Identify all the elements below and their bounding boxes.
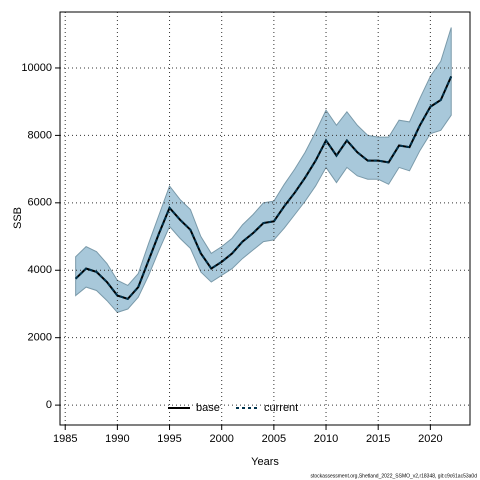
x-tick-label: 1995 xyxy=(157,433,181,445)
y-tick-label: 8000 xyxy=(28,129,52,141)
y-tick-label: 2000 xyxy=(28,332,52,344)
x-tick-label: 2000 xyxy=(209,433,233,445)
legend-label: current xyxy=(264,402,298,414)
y-tick-label: 10000 xyxy=(21,62,52,74)
confidence-band xyxy=(75,27,452,313)
y-axis-label: SSB xyxy=(12,207,24,229)
x-tick-label: 2010 xyxy=(314,433,338,445)
y-tick-label: 6000 xyxy=(28,197,52,209)
legend-label: base xyxy=(196,402,220,414)
x-tick-label: 1990 xyxy=(105,433,129,445)
y-tick-label: 4000 xyxy=(28,264,52,276)
footnote: stockassessment.org,Shetland_2022_SSMO_v… xyxy=(311,473,478,479)
x-axis-label: Years xyxy=(251,456,279,468)
series-line xyxy=(74,75,453,301)
series-line xyxy=(74,75,453,301)
x-tick-label: 2020 xyxy=(418,433,442,445)
plot-frame xyxy=(59,11,471,426)
x-tick-label: 2015 xyxy=(366,433,390,445)
y-tick-label: 0 xyxy=(46,399,52,411)
x-tick-label: 2005 xyxy=(262,433,286,445)
x-tick-label: 1985 xyxy=(53,433,77,445)
